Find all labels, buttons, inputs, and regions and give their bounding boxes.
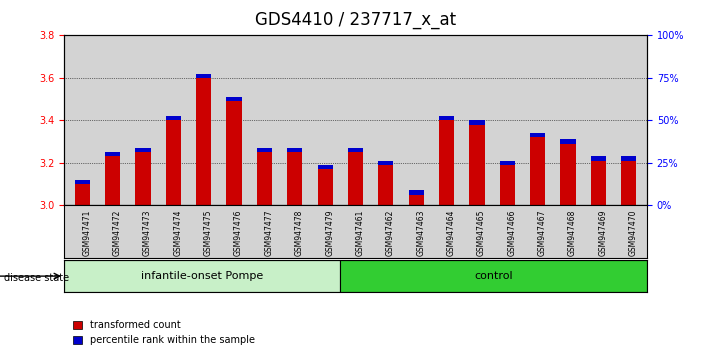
Bar: [196, 78, 211, 205]
Bar: [621, 161, 636, 205]
Bar: [166, 116, 181, 120]
Text: GSM947466: GSM947466: [508, 210, 516, 256]
Bar: [105, 156, 120, 205]
Bar: [530, 133, 545, 137]
Bar: [348, 148, 363, 152]
Bar: [378, 161, 393, 165]
Bar: [75, 184, 90, 205]
Text: infantile-onset Pompe: infantile-onset Pompe: [141, 271, 263, 281]
FancyBboxPatch shape: [64, 260, 340, 292]
Text: GSM947465: GSM947465: [477, 210, 486, 256]
Bar: [105, 152, 120, 156]
Bar: [378, 165, 393, 205]
Text: GSM947471: GSM947471: [82, 210, 91, 256]
Text: control: control: [474, 271, 513, 281]
Bar: [500, 165, 515, 205]
Bar: [287, 148, 302, 152]
Text: GSM947472: GSM947472: [112, 210, 122, 256]
Bar: [530, 137, 545, 205]
Bar: [439, 120, 454, 205]
Text: GSM947479: GSM947479: [325, 210, 334, 256]
Bar: [409, 190, 424, 195]
Text: GSM947478: GSM947478: [295, 210, 304, 256]
Text: GSM947469: GSM947469: [599, 210, 607, 256]
Text: GSM947467: GSM947467: [538, 210, 547, 256]
Bar: [318, 169, 333, 205]
Text: GSM947477: GSM947477: [264, 210, 274, 256]
Bar: [135, 148, 151, 152]
Bar: [226, 101, 242, 205]
Bar: [257, 152, 272, 205]
Bar: [166, 120, 181, 205]
Bar: [439, 116, 454, 120]
Bar: [621, 156, 636, 161]
Text: GSM947468: GSM947468: [568, 210, 577, 256]
Text: GSM947475: GSM947475: [203, 210, 213, 256]
Bar: [75, 180, 90, 184]
Bar: [257, 148, 272, 152]
Text: GSM947464: GSM947464: [447, 210, 456, 256]
Bar: [560, 144, 576, 205]
Text: GSM947474: GSM947474: [173, 210, 182, 256]
Text: GSM947473: GSM947473: [143, 210, 152, 256]
Text: GDS4410 / 237717_x_at: GDS4410 / 237717_x_at: [255, 11, 456, 29]
Bar: [226, 97, 242, 101]
Text: GSM947476: GSM947476: [234, 210, 243, 256]
FancyBboxPatch shape: [340, 260, 647, 292]
Text: GSM947463: GSM947463: [416, 210, 425, 256]
Bar: [469, 125, 485, 205]
Bar: [135, 152, 151, 205]
Bar: [287, 152, 302, 205]
Bar: [409, 195, 424, 205]
Bar: [591, 161, 606, 205]
Text: GSM947462: GSM947462: [386, 210, 395, 256]
Bar: [318, 165, 333, 169]
Bar: [196, 74, 211, 78]
Bar: [560, 139, 576, 144]
Bar: [591, 156, 606, 161]
Bar: [348, 152, 363, 205]
Legend: transformed count, percentile rank within the sample: transformed count, percentile rank withi…: [69, 316, 259, 349]
Text: disease state: disease state: [4, 273, 69, 283]
Text: GSM947461: GSM947461: [356, 210, 365, 256]
Bar: [469, 120, 485, 125]
Text: GSM947470: GSM947470: [629, 210, 638, 256]
Bar: [500, 161, 515, 165]
